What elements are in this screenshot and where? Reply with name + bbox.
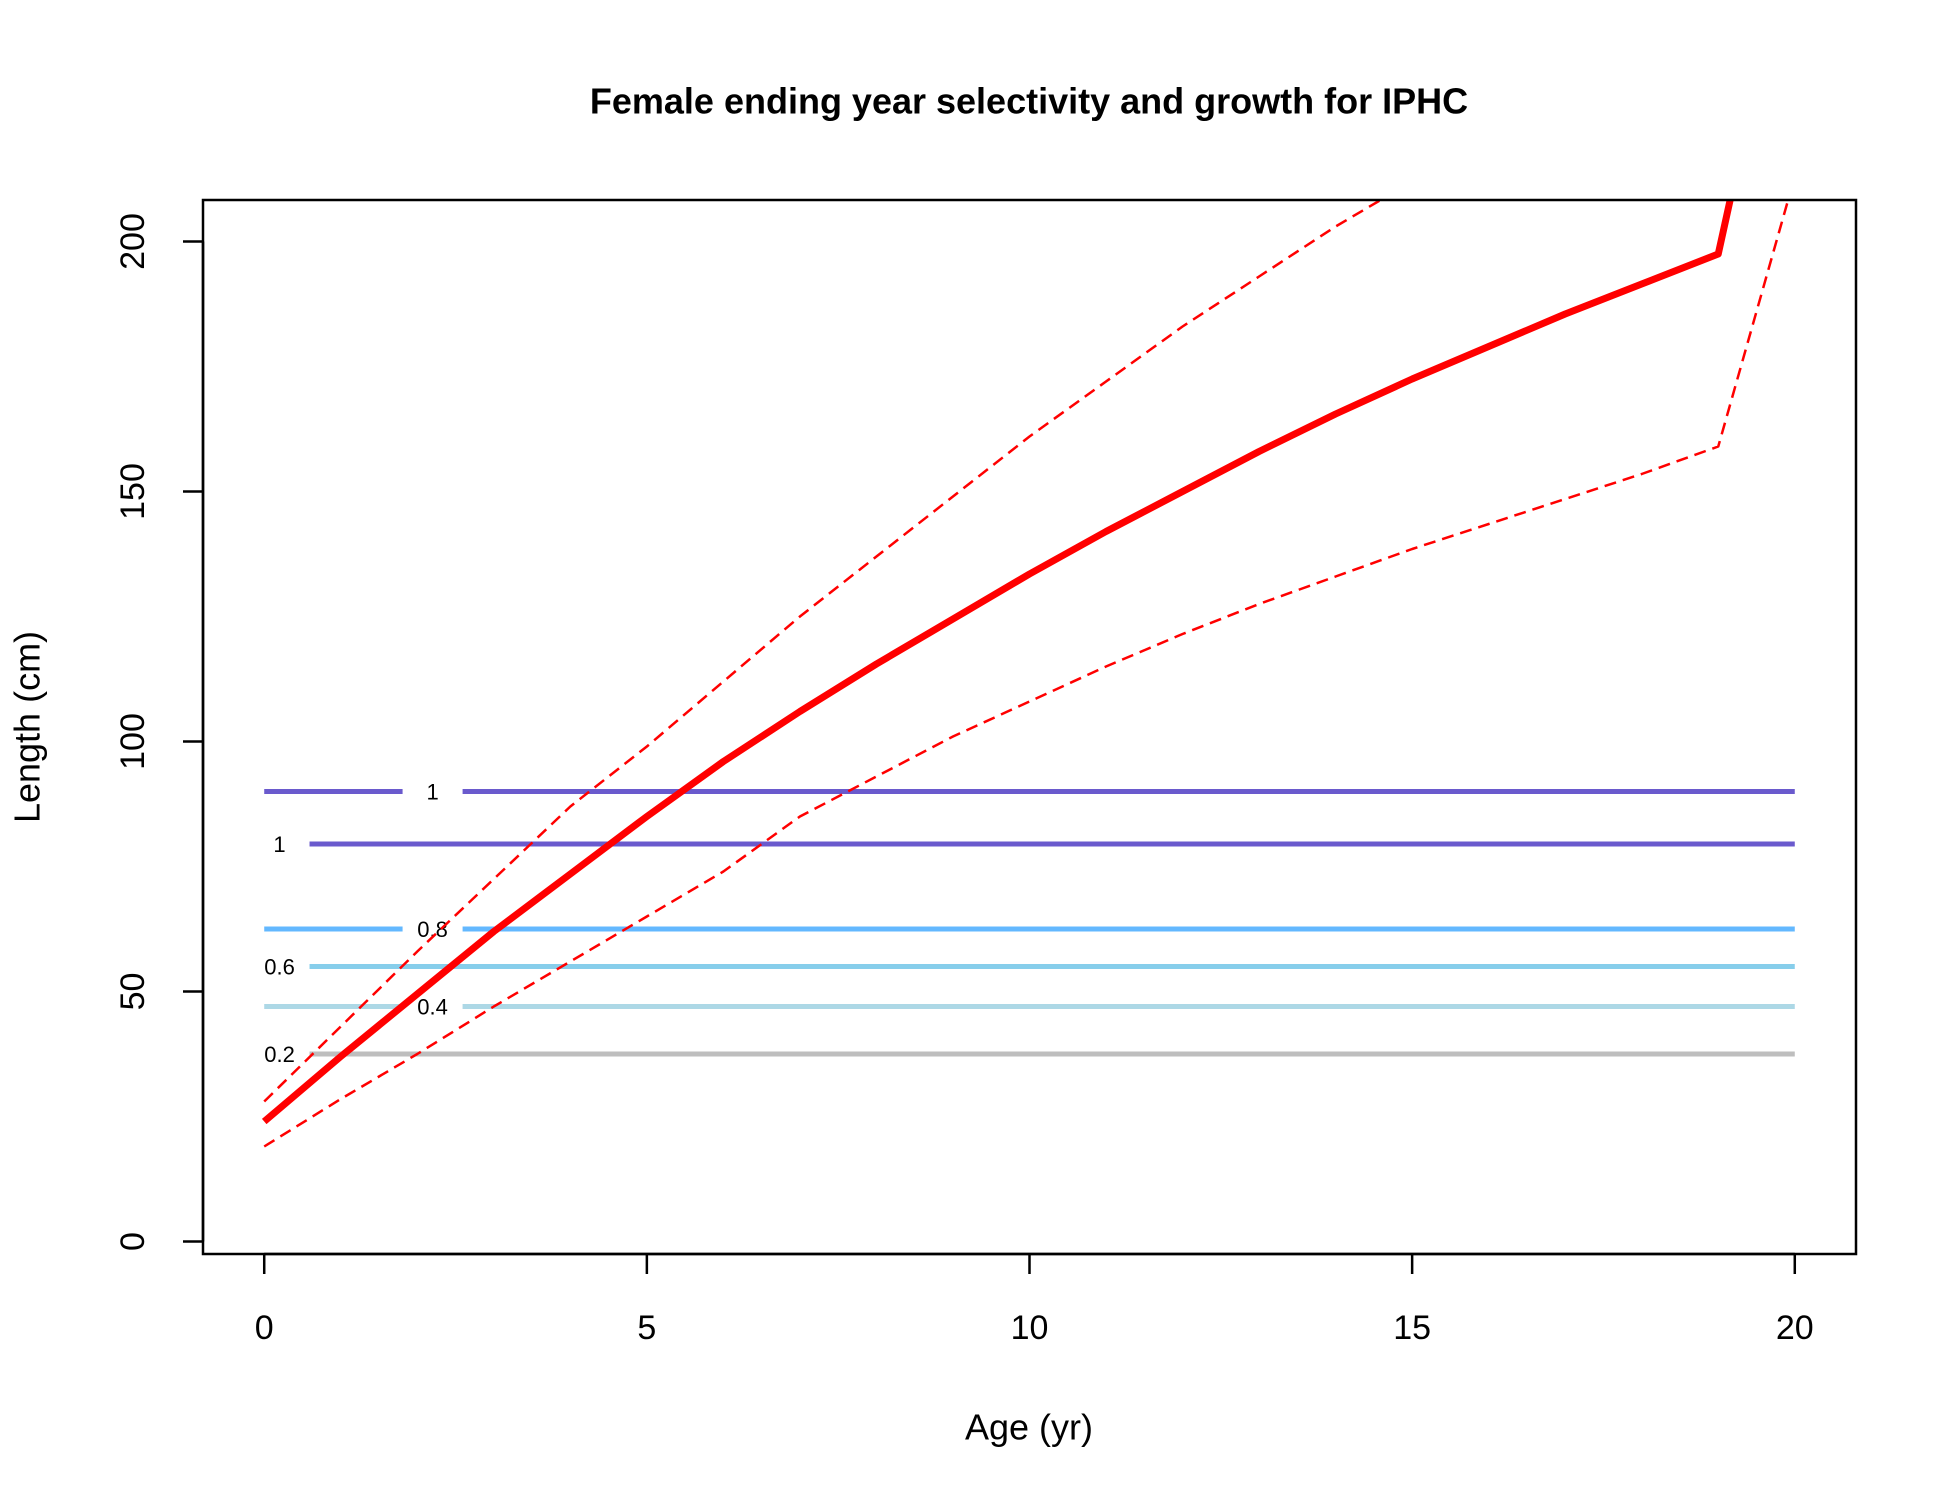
y-tick-label: 100 <box>114 713 152 770</box>
plot-area: 110.80.60.40.2 <box>261 200 1795 1148</box>
chart-title: Female ending year selectivity and growt… <box>590 81 1468 122</box>
x-tick-label: 10 <box>1011 1309 1049 1347</box>
interval-line <box>263 200 1790 1148</box>
growth-line <box>261 200 1734 1125</box>
y-axis-label: Length (cm) <box>7 631 48 823</box>
contour-label: 0.6 <box>264 954 295 979</box>
contour-label: 0.4 <box>417 994 448 1019</box>
x-tick-label: 15 <box>1393 1309 1431 1347</box>
y-tick-label: 150 <box>114 463 152 520</box>
plot-box <box>201 198 1858 1256</box>
contour-label: 1 <box>273 832 285 857</box>
contour-label: 0.2 <box>264 1042 295 1067</box>
y-tick-label: 50 <box>114 973 152 1011</box>
interval-line <box>263 200 1384 1103</box>
y-tick-label: 0 <box>114 1232 152 1251</box>
x-tick-label: 20 <box>1776 1309 1814 1347</box>
y-tick-label: 200 <box>114 213 152 270</box>
x-tick-label: 0 <box>255 1309 274 1347</box>
x-axis-label: Age (yr) <box>965 1407 1093 1448</box>
x-tick-label: 5 <box>637 1309 656 1347</box>
contour-label: 1 <box>426 779 438 804</box>
